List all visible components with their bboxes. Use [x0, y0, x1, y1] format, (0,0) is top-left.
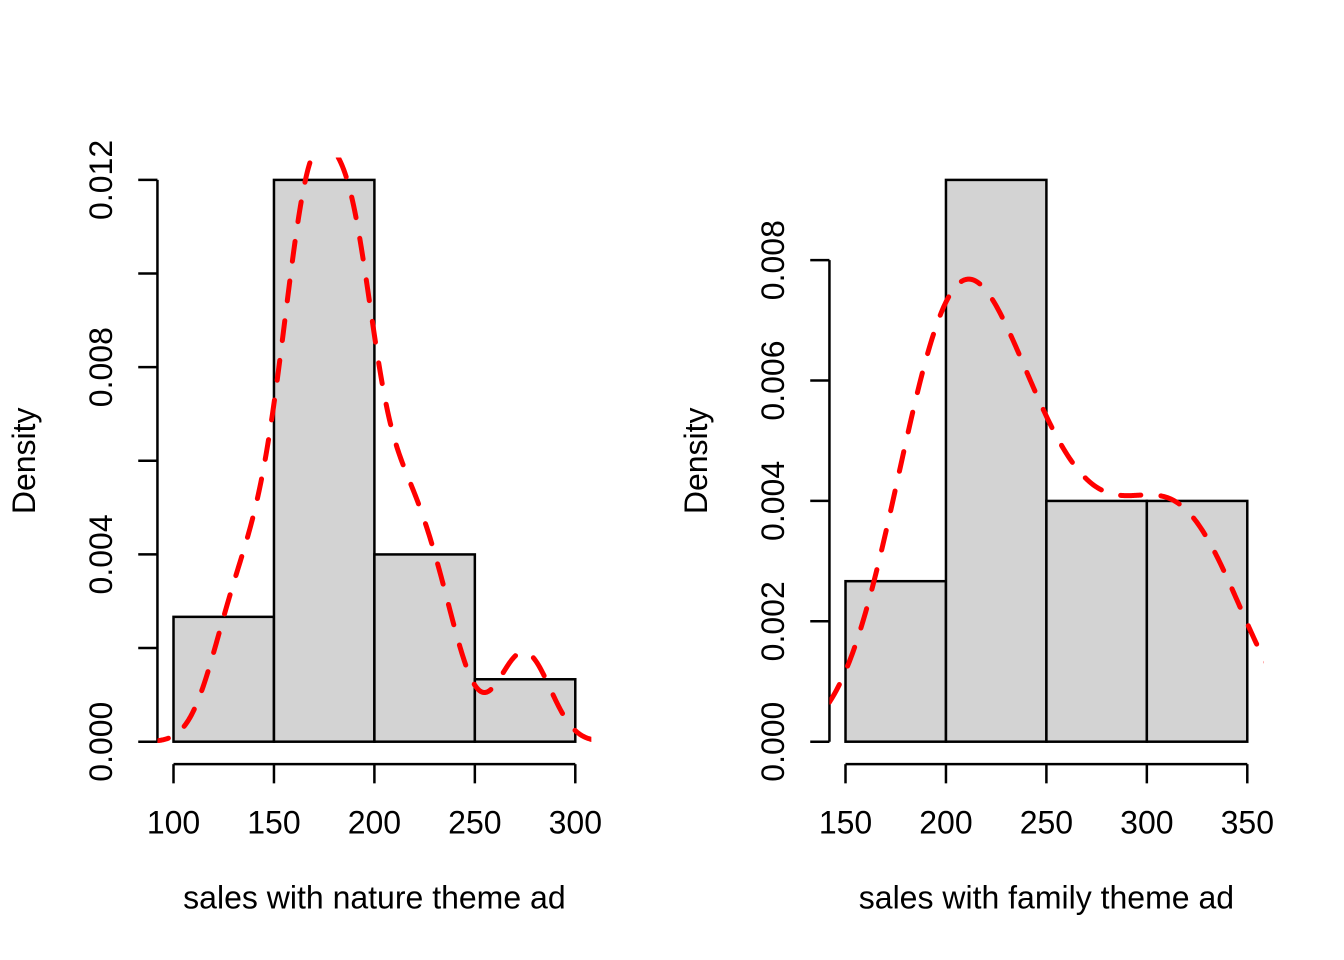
svg-text:0.002: 0.002 [755, 581, 791, 661]
svg-text:0.008: 0.008 [83, 327, 119, 407]
svg-text:250: 250 [1020, 805, 1073, 841]
svg-text:350: 350 [1221, 805, 1274, 841]
svg-text:sales with nature theme ad: sales with nature theme ad [183, 880, 565, 916]
svg-text:300: 300 [1120, 805, 1173, 841]
svg-text:sales with family theme ad: sales with family theme ad [859, 880, 1234, 916]
svg-text:150: 150 [819, 805, 872, 841]
svg-text:300: 300 [549, 805, 602, 841]
svg-text:0.012: 0.012 [83, 140, 119, 220]
svg-text:150: 150 [247, 805, 300, 841]
svg-text:0.004: 0.004 [755, 461, 791, 541]
svg-text:200: 200 [919, 805, 972, 841]
svg-text:Density: Density [678, 407, 714, 514]
svg-text:0.008: 0.008 [755, 220, 791, 300]
svg-text:0.006: 0.006 [755, 341, 791, 421]
svg-text:0.004: 0.004 [83, 514, 119, 594]
svg-text:100: 100 [147, 805, 200, 841]
svg-text:250: 250 [448, 805, 501, 841]
svg-text:200: 200 [348, 805, 401, 841]
svg-text:Density: Density [6, 407, 42, 514]
svg-text:0.000: 0.000 [83, 702, 119, 782]
svg-text:0.000: 0.000 [755, 702, 791, 782]
